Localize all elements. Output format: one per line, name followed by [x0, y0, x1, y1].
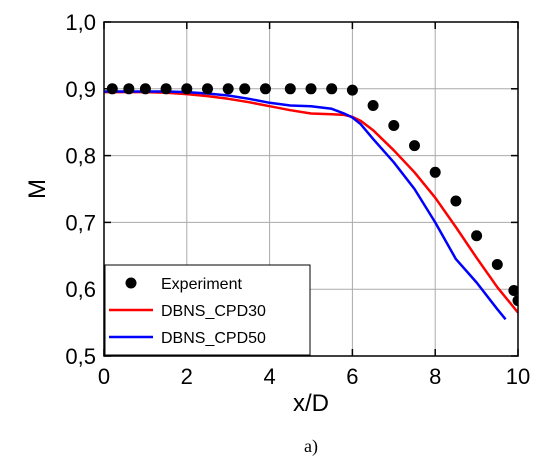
- data-point-experiment: [471, 230, 483, 242]
- data-point-experiment: [491, 258, 503, 270]
- data-point-experiment: [367, 100, 379, 111]
- data-point-experiment: [202, 83, 213, 95]
- x-tick-label: 6: [346, 364, 358, 389]
- data-point-experiment: [409, 140, 420, 152]
- data-point-experiment: [429, 166, 441, 178]
- data-point-experiment: [181, 83, 193, 95]
- y-tick-label: 0,9: [65, 77, 96, 102]
- data-point-experiment: [259, 83, 271, 95]
- series-line-dbns-cpd50: [104, 90, 507, 321]
- data-point-experiment: [450, 195, 462, 207]
- data-point-experiment: [239, 83, 251, 95]
- data-point-experiment: [305, 83, 317, 95]
- legend-label-dbns-cpd30: DBNS_CPD30: [161, 303, 266, 320]
- data-point-experiment: [139, 83, 151, 95]
- plot-frame: [103, 21, 519, 357]
- data-point-experiment: [346, 84, 358, 96]
- x-tick-label: 0: [98, 364, 110, 389]
- y-tick-label: 0,7: [65, 210, 96, 235]
- data-point-experiment: [222, 83, 234, 95]
- figure-caption: a): [304, 436, 318, 457]
- data-point-experiment: [512, 295, 518, 307]
- data-point-experiment: [160, 83, 172, 95]
- x-tick-label: 2: [181, 364, 193, 389]
- y-tick-label: 1,0: [65, 10, 96, 35]
- data-point-experiment: [388, 120, 400, 132]
- y-tick-label: 0,5: [65, 344, 96, 369]
- legend-label-experiment: Experiment: [161, 276, 242, 293]
- y-axis-title: M: [24, 179, 51, 199]
- x-tick-label: 10: [506, 364, 530, 389]
- series-group: [104, 83, 518, 321]
- data-point-experiment: [123, 83, 135, 95]
- data-point-experiment: [106, 83, 118, 95]
- legend-label-dbns-cpd50: DBNS_CPD50: [161, 330, 266, 347]
- x-axis-title: x/D: [293, 390, 329, 417]
- y-tick-label: 0,6: [65, 277, 96, 302]
- data-point-experiment: [326, 83, 338, 95]
- x-tick-label: 8: [429, 364, 441, 389]
- y-tick-label: 0,8: [65, 144, 96, 169]
- series-line-dbns-cpd30: [104, 90, 518, 314]
- x-tick-label: 4: [263, 364, 275, 389]
- legend-marker-experiment: [125, 277, 137, 289]
- data-point-experiment: [284, 83, 296, 95]
- data-point-experiment: [508, 285, 518, 297]
